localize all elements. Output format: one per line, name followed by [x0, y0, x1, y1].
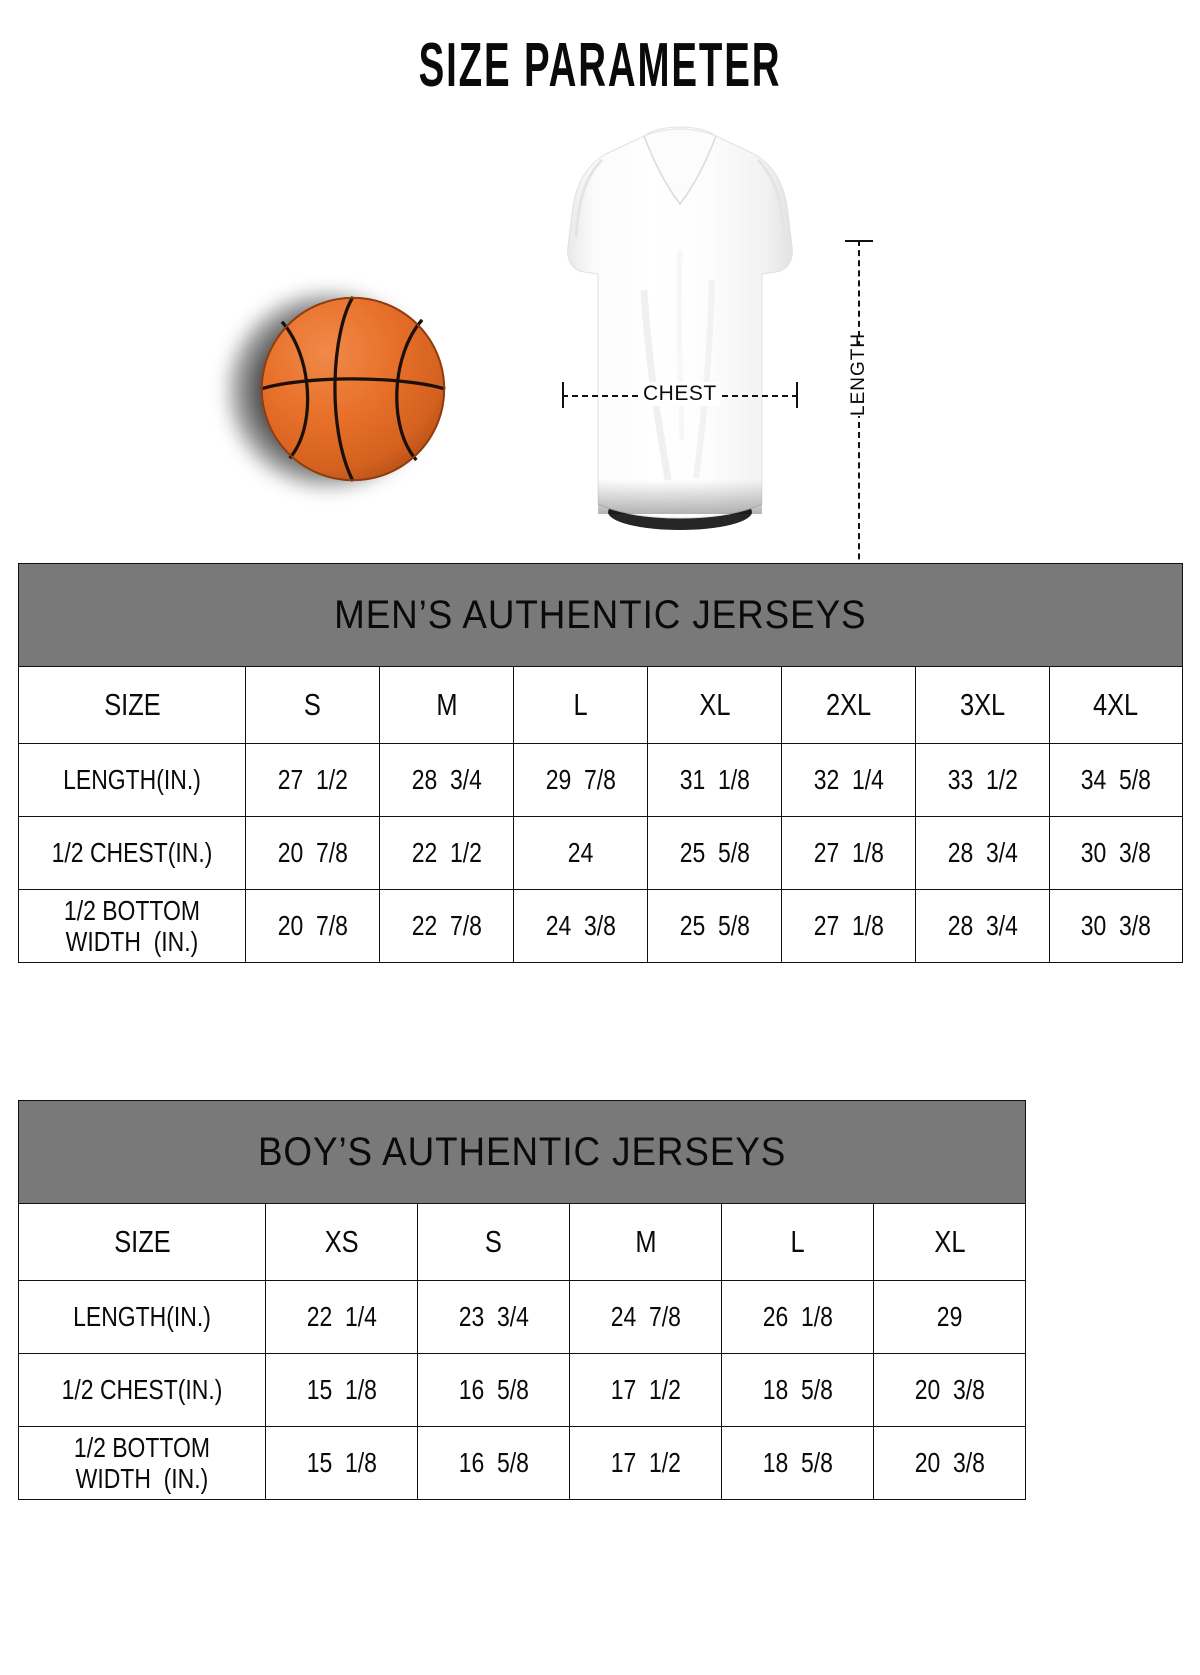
mens-chest-3xl: 28 3/4: [915, 816, 1050, 890]
mens-length-4xl: 34 5/8: [1048, 743, 1184, 817]
boys-header-row: SIZE XS S M L XL: [18, 1203, 1027, 1281]
boys-bottom-xs: 15 1/8: [265, 1426, 418, 1500]
mens-size-label: SIZE: [18, 666, 246, 744]
boys-row-label-length: LENGTH(IN.): [18, 1280, 266, 1354]
basketball-illustration: [222, 275, 462, 515]
boys-size-m: M: [569, 1203, 722, 1281]
mens-bottom-2xl: 27 1/8: [781, 889, 916, 963]
jersey-illustration: [540, 120, 820, 540]
mens-bottom-l: 24 3/8: [513, 889, 648, 963]
mens-bottom-m: 22 7/8: [379, 889, 514, 963]
mens-table-banner-row: MEN’S AUTHENTIC JERSEYS: [17, 563, 1184, 667]
mens-row-bottom-width: 1/2 BOTTOM WIDTH (IN.) 20 7/8 22 7/8 24 …: [18, 889, 1184, 963]
mens-row-label-chest: 1/2 CHEST(IN.): [18, 816, 246, 890]
mens-table-banner: MEN’S AUTHENTIC JERSEYS: [17, 563, 1184, 667]
mens-size-3xl: 3XL: [915, 666, 1050, 744]
boys-row-length: LENGTH(IN.) 22 1/4 23 3/4 24 7/8 26 1/8 …: [18, 1280, 1027, 1354]
boys-length-xs: 22 1/4: [265, 1280, 418, 1354]
boys-size-xs: XS: [265, 1203, 418, 1281]
mens-chest-m: 22 1/2: [379, 816, 514, 890]
boys-size-xl: XL: [872, 1203, 1027, 1281]
mens-chest-xl: 25 5/8: [647, 816, 782, 890]
boys-chest-xl: 20 3/8: [872, 1353, 1027, 1427]
mens-row-label-bottom-width: 1/2 BOTTOM WIDTH (IN.): [18, 889, 246, 963]
boys-length-xl: 29: [872, 1280, 1027, 1354]
length-label: LENGTH: [848, 332, 870, 416]
mens-size-s: S: [245, 666, 380, 744]
boys-length-l: 26 1/8: [721, 1280, 874, 1354]
mens-length-2xl: 32 1/4: [781, 743, 916, 817]
boys-size-l: L: [721, 1203, 874, 1281]
basketball-icon: [260, 295, 446, 482]
mens-bottom-xl: 25 5/8: [647, 889, 782, 963]
mens-size-table: MEN’S AUTHENTIC JERSEYS SIZE S M L XL 2X…: [17, 563, 1184, 963]
mens-length-m: 28 3/4: [379, 743, 514, 817]
mens-chest-s: 20 7/8: [245, 816, 380, 890]
mens-size-4xl: 4XL: [1048, 666, 1184, 744]
boys-size-table: BOY’S AUTHENTIC JERSEYS SIZE XS S M L XL…: [17, 1100, 1027, 1500]
boys-length-s: 23 3/4: [417, 1280, 570, 1354]
boys-length-m: 24 7/8: [569, 1280, 722, 1354]
boys-bottom-m: 17 1/2: [569, 1426, 722, 1500]
mens-row-label-length: LENGTH(IN.): [18, 743, 246, 817]
boys-size-label: SIZE: [18, 1203, 266, 1281]
boys-chest-s: 16 5/8: [417, 1353, 570, 1427]
boys-chest-m: 17 1/2: [569, 1353, 722, 1427]
mens-bottom-3xl: 28 3/4: [915, 889, 1050, 963]
mens-length-l: 29 7/8: [513, 743, 648, 817]
boys-bottom-s: 16 5/8: [417, 1426, 570, 1500]
mens-size-2xl: 2XL: [781, 666, 916, 744]
boys-row-chest: 1/2 CHEST(IN.) 15 1/8 16 5/8 17 1/2 18 5…: [18, 1353, 1027, 1427]
boys-chest-l: 18 5/8: [721, 1353, 874, 1427]
mens-bottom-4xl: 30 3/8: [1048, 889, 1184, 963]
illustration-area: CHEST LENGTH: [0, 110, 1200, 622]
boys-chest-xs: 15 1/8: [265, 1353, 418, 1427]
boys-size-s: S: [417, 1203, 570, 1281]
mens-banner-text: MEN’S AUTHENTIC JERSEYS: [334, 592, 867, 637]
mens-size-l: L: [513, 666, 648, 744]
mens-size-xl: XL: [647, 666, 782, 744]
boys-banner-text: BOY’S AUTHENTIC JERSEYS: [257, 1129, 787, 1174]
chest-label: CHEST: [640, 382, 720, 406]
boys-row-label-chest: 1/2 CHEST(IN.): [18, 1353, 266, 1427]
mens-length-xl: 31 1/8: [647, 743, 782, 817]
page-title: SIZE PARAMETER: [418, 31, 782, 100]
mens-header-row: SIZE S M L XL 2XL 3XL 4XL: [18, 666, 1184, 744]
boys-row-label-bottom-width: 1/2 BOTTOM WIDTH (IN.): [18, 1426, 266, 1500]
length-dashed-line: [858, 240, 860, 620]
chest-tick-right: [796, 382, 798, 408]
jersey-icon: [567, 126, 793, 530]
boys-bottom-l: 18 5/8: [721, 1426, 874, 1500]
mens-row-length: LENGTH(IN.) 27 1/2 28 3/4 29 7/8 31 1/8 …: [18, 743, 1184, 817]
boys-table-banner-row: BOY’S AUTHENTIC JERSEYS: [17, 1100, 1027, 1204]
mens-bottom-s: 20 7/8: [245, 889, 380, 963]
boys-bottom-xl: 20 3/8: [872, 1426, 1027, 1500]
mens-chest-l: 24: [513, 816, 648, 890]
mens-row-chest: 1/2 CHEST(IN.) 20 7/8 22 1/2 24 25 5/8 2…: [18, 816, 1184, 890]
boys-table-banner: BOY’S AUTHENTIC JERSEYS: [17, 1100, 1027, 1204]
mens-length-3xl: 33 1/2: [915, 743, 1050, 817]
mens-chest-2xl: 27 1/8: [781, 816, 916, 890]
mens-size-m: M: [379, 666, 514, 744]
mens-chest-4xl: 30 3/8: [1048, 816, 1184, 890]
boys-row-bottom-width: 1/2 BOTTOM WIDTH (IN.) 15 1/8 16 5/8 17 …: [18, 1426, 1027, 1500]
mens-length-s: 27 1/2: [245, 743, 380, 817]
